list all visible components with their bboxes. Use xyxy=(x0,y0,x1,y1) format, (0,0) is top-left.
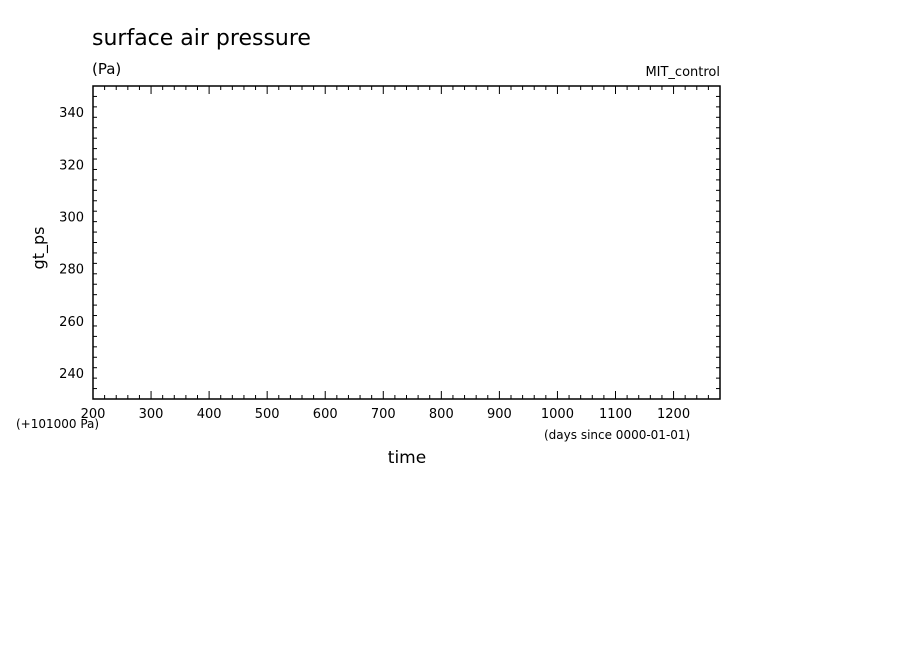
plot-frame xyxy=(92,85,721,400)
x-tick-label: 1200 xyxy=(657,407,690,422)
x-axis-label: time xyxy=(388,448,426,468)
x-tick-label: 1100 xyxy=(599,407,632,422)
x-tick-label: 700 xyxy=(371,407,396,422)
y-axis-label: gt_ps xyxy=(29,227,49,270)
y-tick-label: 300 xyxy=(59,210,84,225)
y-tick-label: 260 xyxy=(59,315,84,330)
axis-ticks xyxy=(92,85,721,400)
x-tick-label: 900 xyxy=(487,407,512,422)
chart-title: surface air pressure xyxy=(92,26,311,51)
y-tick-label: 240 xyxy=(59,367,84,382)
y-offset-label: (+101000 Pa) xyxy=(16,417,99,431)
x-units-label: (days since 0000-01-01) xyxy=(544,428,690,442)
x-tick-label: 600 xyxy=(313,407,338,422)
x-tick-label: 500 xyxy=(255,407,280,422)
x-tick-label: 800 xyxy=(429,407,454,422)
units-label: (Pa) xyxy=(92,60,121,78)
x-tick-label: 300 xyxy=(139,407,164,422)
x-tick-label: 400 xyxy=(197,407,222,422)
x-tick-label: 1000 xyxy=(541,407,574,422)
x-tick-label: 200 xyxy=(81,407,106,422)
y-tick-label: 320 xyxy=(59,158,84,173)
y-tick-label: 340 xyxy=(59,106,84,121)
y-tick-label: 280 xyxy=(59,263,84,278)
tick-labels: 200 300 400 500 600 700 800 900 1000 1100 1200 240 2… xyxy=(59,106,690,422)
source-label: MIT_control xyxy=(645,65,720,80)
